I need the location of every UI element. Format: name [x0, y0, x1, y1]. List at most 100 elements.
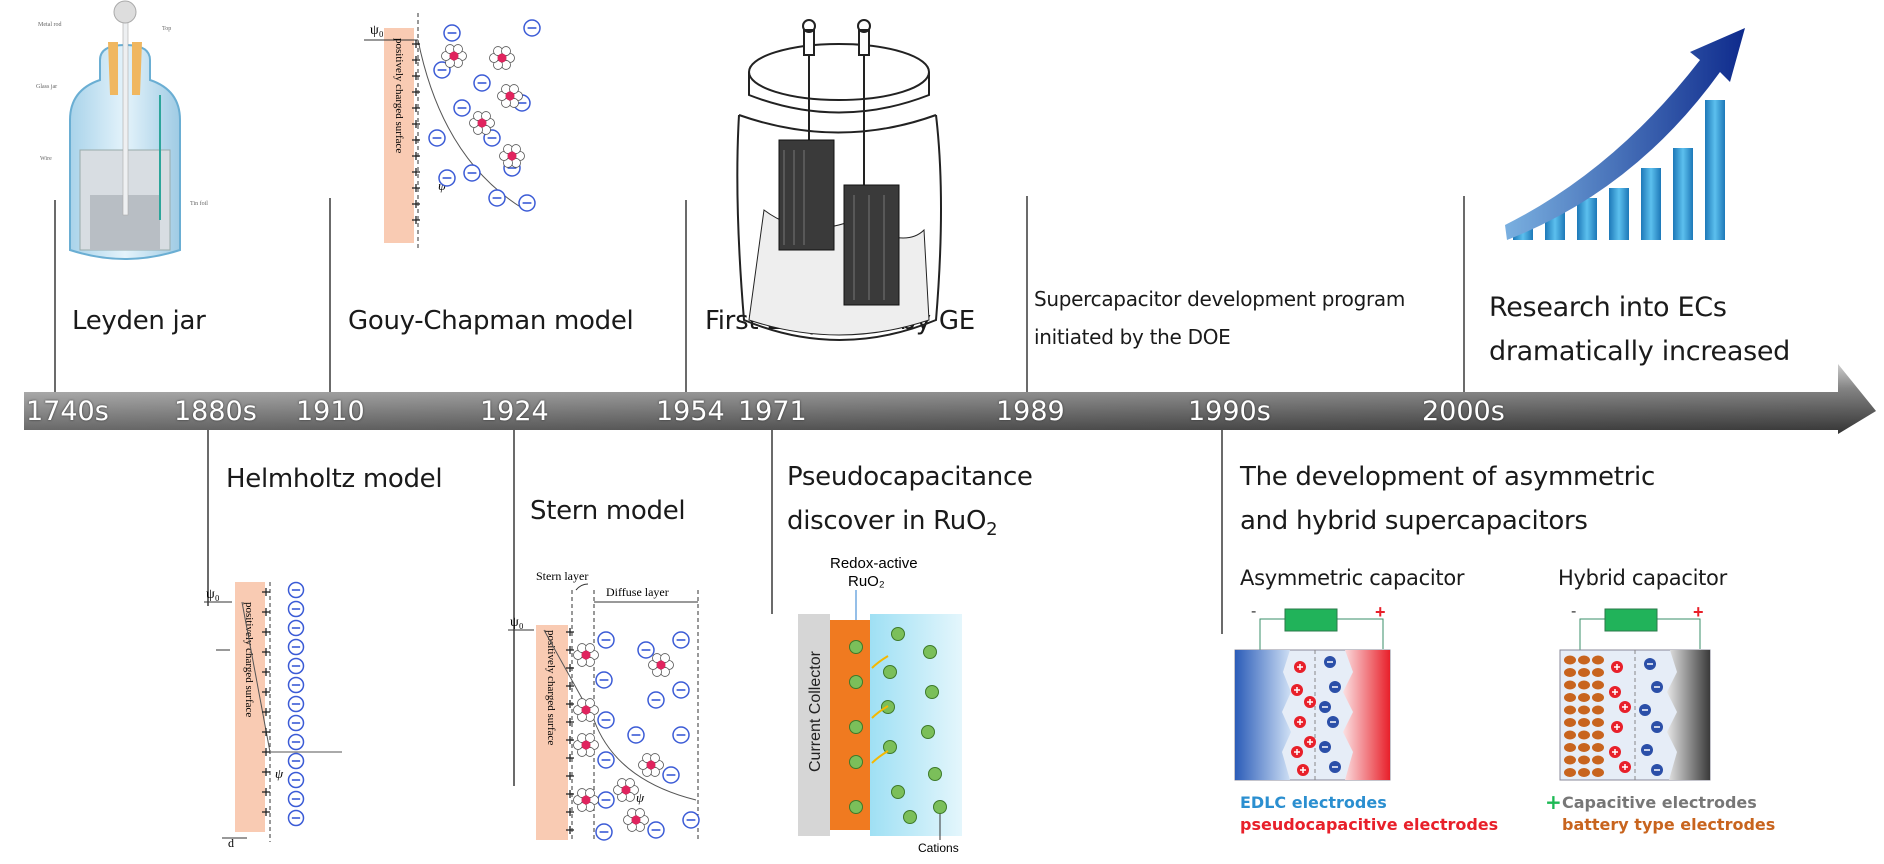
plus-charge-icon [566, 772, 574, 780]
anion-icon [1319, 741, 1331, 753]
anion-icon [287, 676, 305, 694]
gouy-chapman-diagram: ψ₀ positively charged surface ψ [364, 13, 541, 248]
cations-label: Cations [918, 841, 959, 855]
connector-1740s [54, 200, 56, 392]
pseudo-subscript: 2 [986, 519, 998, 541]
solvated-cation-icon [613, 778, 639, 802]
plus-charge-icon [262, 708, 270, 716]
cation-ball [891, 785, 905, 799]
asymmetric-capacitor-diagram: - + [1234, 602, 1391, 781]
battery-particle [1592, 768, 1604, 777]
water-molecule [453, 44, 463, 54]
solvated-cation-icon [573, 698, 599, 722]
event-research-increase: Research into ECs dramatically increased [1489, 286, 1790, 374]
hyb-battery-icon [1604, 608, 1658, 632]
plus-charge-icon [566, 826, 574, 834]
anion-icon [1639, 704, 1651, 716]
legend-edlc: EDLC electrodes [1240, 793, 1387, 812]
hybrid-capacitor-diagram: - + [1559, 602, 1711, 781]
solvated-cation-icon [497, 84, 523, 108]
connector-1924 [513, 430, 515, 786]
event-leyden-jar: Leyden jar [72, 306, 206, 336]
anion-icon [1651, 681, 1663, 693]
anion-icon [662, 766, 680, 784]
cation-core [581, 650, 591, 660]
event-doe-line2: initiated by the DOE [1034, 325, 1231, 349]
cation-core [505, 91, 515, 101]
connector-1910 [329, 198, 331, 392]
battery-particle [1578, 693, 1590, 702]
year-1910: 1910 [296, 396, 365, 427]
plus-charge-icon [262, 748, 270, 756]
cation-icon [1609, 686, 1621, 698]
cation-icon [1291, 746, 1303, 758]
anion-icon [637, 641, 655, 659]
anion-icon [1641, 744, 1653, 756]
year-1989: 1989 [996, 396, 1065, 427]
cation-ball [891, 627, 905, 641]
battery-particle [1578, 718, 1590, 727]
anion-icon [595, 823, 613, 841]
anion-icon [1644, 658, 1656, 670]
ruo2-label: RuO₂ [848, 573, 885, 590]
plus-charge-icon [412, 168, 420, 176]
event-doe-line1: Supercapacitor development program [1034, 287, 1406, 311]
cation-icon [1619, 701, 1631, 713]
event-doe-program: Supercapacitor development program initi… [1034, 284, 1405, 352]
battery-particle [1578, 768, 1590, 777]
solvated-cation-icon [573, 733, 599, 757]
cation-icon [1619, 761, 1631, 773]
pseudocapacitance-diagram: Redox-active RuO₂ Current Collector Cati… [798, 555, 962, 855]
battery-particle [1592, 680, 1604, 690]
helm-d-label: d [228, 836, 234, 850]
diffuse-layer-label: Diffuse layer [606, 585, 669, 599]
anion-icon [473, 74, 491, 92]
cation-core [646, 760, 656, 770]
anion-icon [287, 714, 305, 732]
plus-charge-icon [412, 216, 420, 224]
anion-icon [597, 711, 615, 729]
anion-icon [287, 809, 305, 827]
battery-particle [1592, 693, 1604, 702]
anion-icon [518, 194, 536, 212]
anion-icon [682, 811, 700, 829]
battery-particle [1578, 655, 1590, 665]
cation-ball [925, 685, 939, 699]
anion-icon [287, 581, 305, 599]
stern-psi-label: ψ [636, 790, 645, 805]
plus-charge-icon [412, 184, 420, 192]
anion-icon [627, 726, 645, 744]
psi0-label: ψ₀ [370, 23, 384, 38]
cation-core [621, 785, 631, 795]
research-growth-graphic [1505, 28, 1745, 240]
label-wire: Wire [40, 156, 52, 162]
battery-particle [1564, 680, 1576, 690]
plus-charge-icon [262, 668, 270, 676]
battery-particle [1592, 730, 1604, 740]
event-helmholtz: Helmholtz model [226, 464, 443, 494]
plus-charge-icon [262, 628, 270, 636]
helm-surface-label: positively charged surface [243, 602, 255, 717]
water-molecule [635, 808, 645, 818]
battery-particle [1578, 755, 1590, 765]
battery-particle [1578, 730, 1590, 740]
insertion-arrow [871, 655, 889, 669]
hybrid-capacitor-title: Hybrid capacitor [1558, 566, 1727, 590]
water-molecule [625, 778, 635, 788]
plus-charge-icon [566, 736, 574, 744]
event-research-line2: dramatically increased [1489, 336, 1791, 367]
year-1954: 1954 [656, 396, 725, 427]
label-metal-rod: Metal rod [38, 22, 62, 28]
leyden-jar-illustration: Metal rod Top Glass jar Wire Tin foil [36, 0, 208, 260]
growth-bar [1609, 188, 1629, 240]
cation-ball [921, 725, 935, 739]
connector-1990s [1221, 430, 1223, 634]
battery-particle [1578, 705, 1590, 715]
connector-1880s [207, 430, 209, 606]
water-molecule [660, 653, 670, 663]
anion-icon [1324, 656, 1336, 668]
cation-ball [849, 720, 863, 734]
anion-icon [647, 821, 665, 839]
plus-charge-icon [412, 72, 420, 80]
anion-icon [488, 189, 506, 207]
